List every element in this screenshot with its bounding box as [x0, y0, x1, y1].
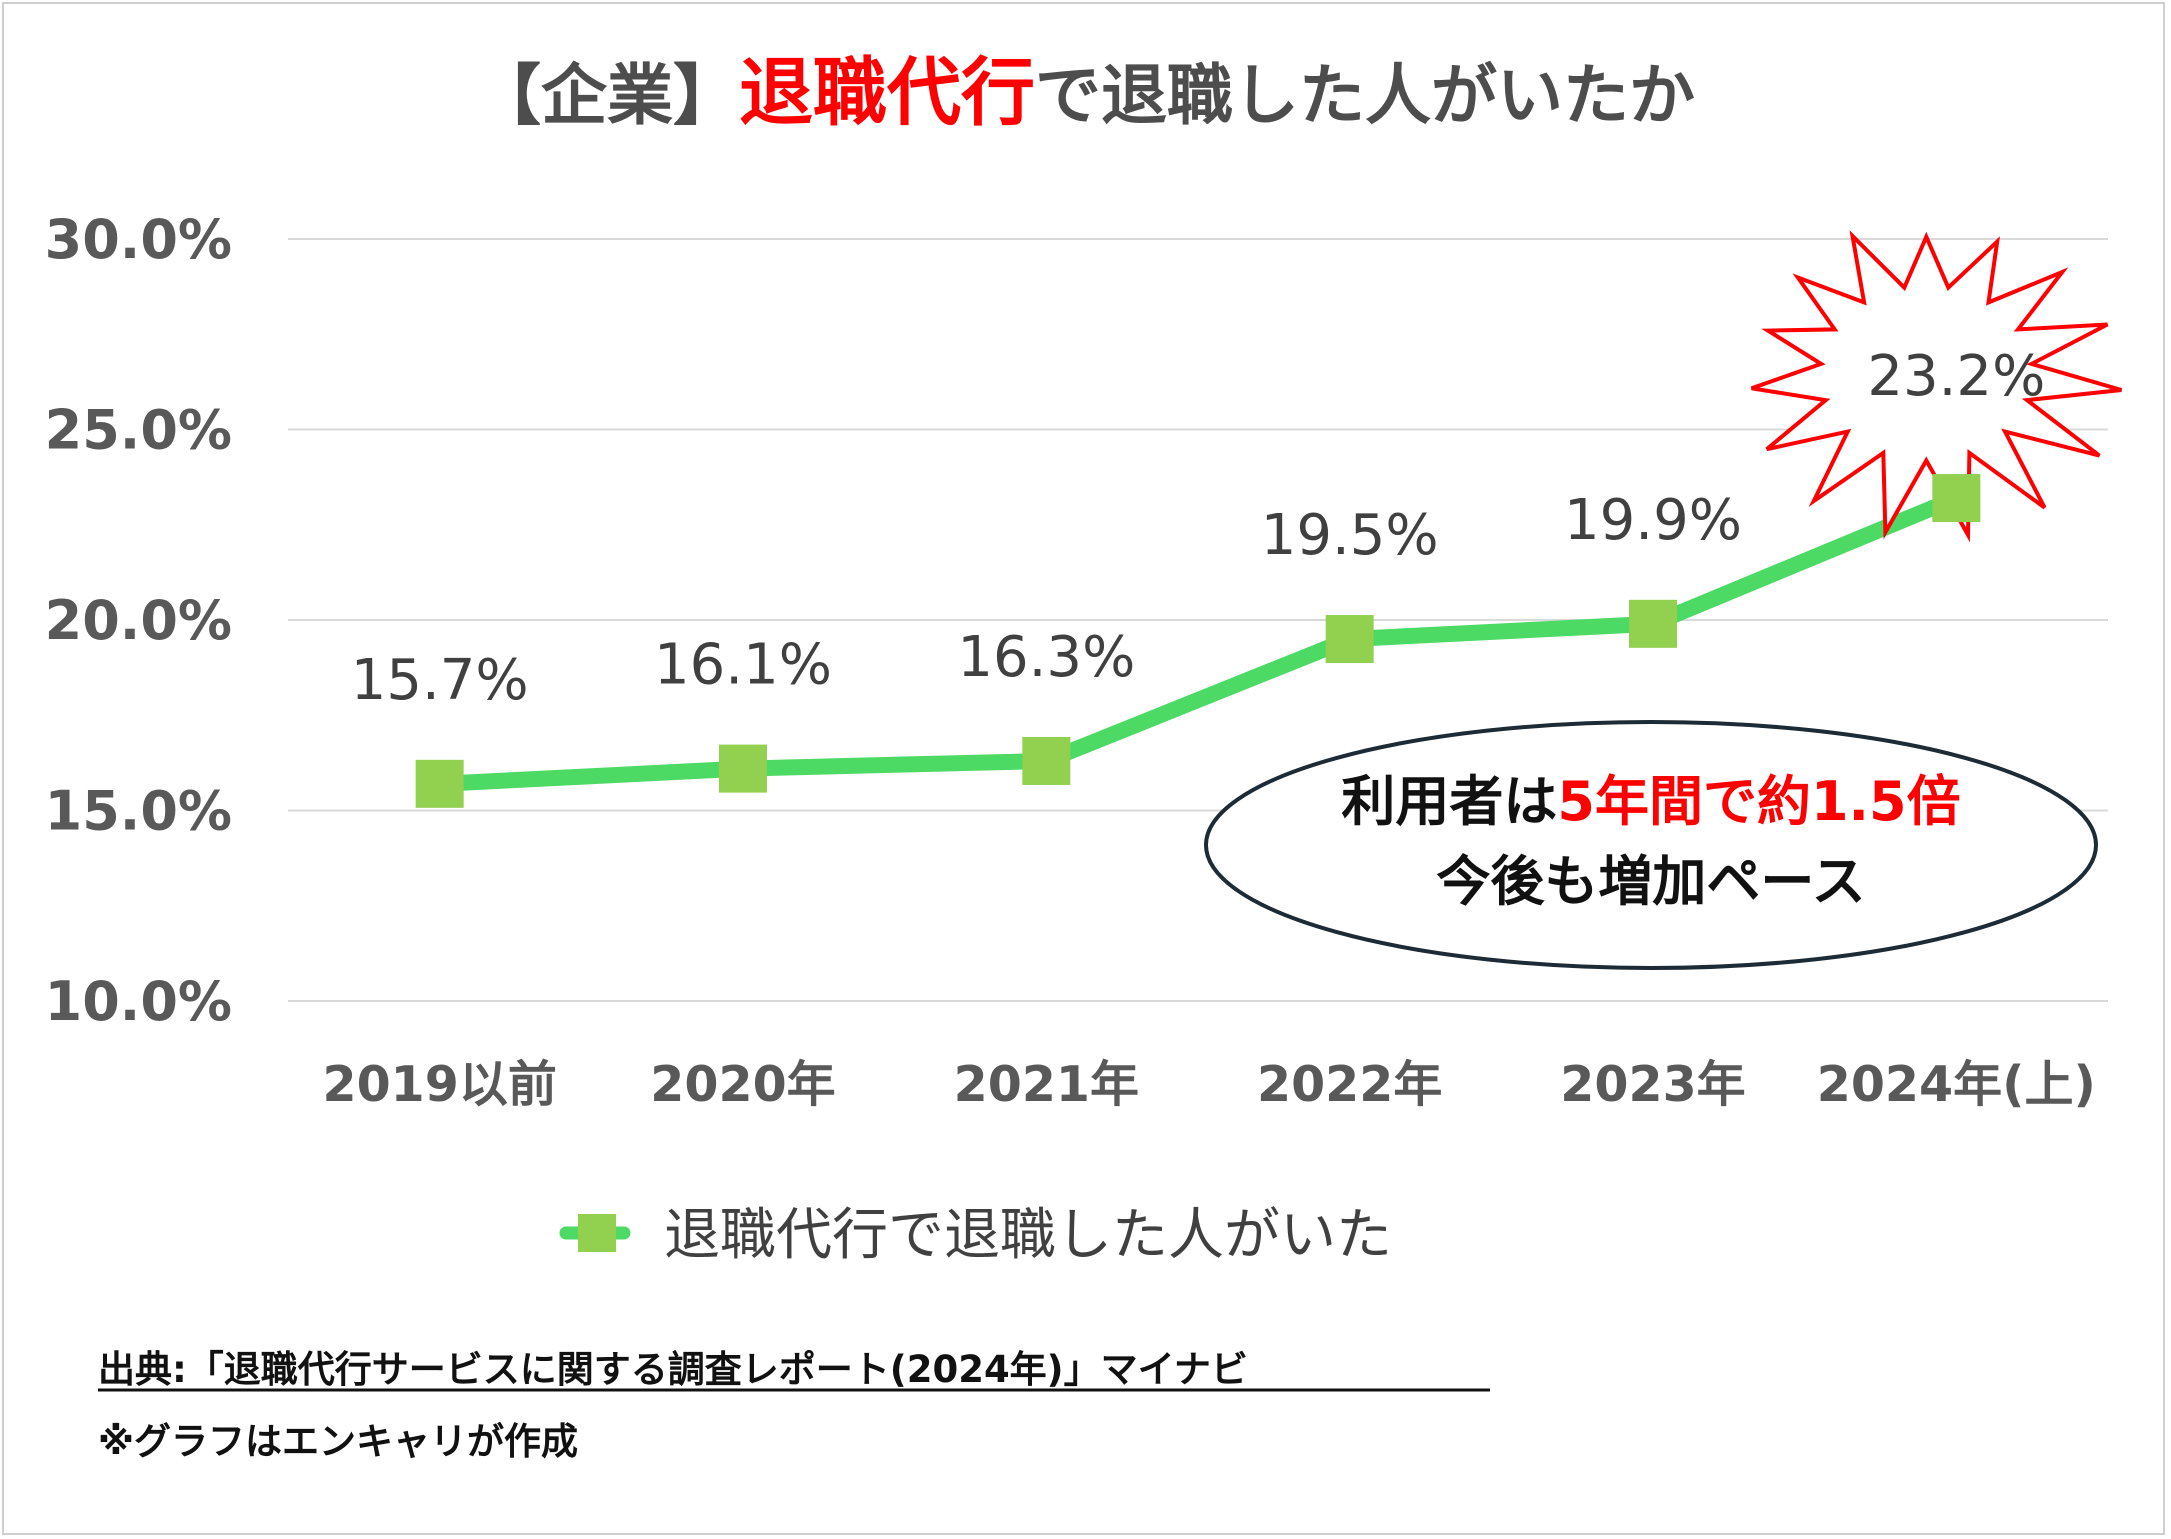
legend: 退職代行で退職した人がいた — [559, 1203, 1392, 1268]
x-category-label: 2023年 — [1560, 1056, 1745, 1113]
x-category-label: 2020年 — [650, 1056, 835, 1113]
title-suffix: で退職した人がいたか — [1035, 57, 1695, 134]
data-label: 19.9% — [1564, 488, 1742, 553]
starburst-highlight — [1750, 230, 2122, 543]
callout-line-2: 今後も増加ペース — [1436, 850, 1865, 913]
x-category-label: 2021年 — [954, 1056, 1139, 1113]
callout-line-1-b: 5年間で約1.5倍 — [1557, 770, 1960, 833]
legend-label: 退職代行で退職した人がいた — [664, 1203, 1392, 1268]
y-tick-label: 10.0% — [45, 970, 232, 1033]
series-markers — [415, 474, 1981, 808]
title-highlight: 退職代行 — [739, 50, 1035, 136]
data-point-marker — [1325, 615, 1374, 664]
y-tick-label: 25.0% — [45, 399, 232, 462]
callout-ellipse — [1204, 720, 2098, 970]
data-point-marker — [415, 759, 464, 808]
x-category-label: 2019以前 — [322, 1056, 556, 1113]
series-line — [431, 490, 1965, 792]
y-tick-label: 15.0% — [45, 780, 232, 843]
starburst-layer — [1750, 230, 2122, 543]
callout-line-1: 利用者は5年間で約1.5倍 — [1341, 770, 1960, 833]
data-point-marker — [1022, 736, 1071, 785]
data-label: 16.1% — [654, 633, 832, 698]
x-category-label: 2022年 — [1257, 1056, 1442, 1113]
source-citation: 出典:「退職代行サービスに関する調査レポート(2024年)」マイナビ — [98, 1348, 1248, 1391]
data-point-marker — [1932, 474, 1981, 523]
data-label: 16.3% — [957, 625, 1135, 690]
y-tick-label: 20.0% — [45, 589, 232, 652]
y-tick-label: 30.0% — [45, 208, 232, 271]
chart-title: 【企業】退職代行で退職した人がいたか — [475, 50, 1695, 136]
data-label: 19.5% — [1261, 503, 1439, 568]
legend-marker-swatch — [578, 1214, 616, 1252]
data-label: 15.7% — [351, 648, 529, 713]
x-axis-categories: 2019以前 2020年 2021年 2022年 2023年 2024年(上) — [322, 1056, 2095, 1113]
data-label: 23.2% — [1867, 344, 2045, 409]
footer-note: ※グラフはエンキャリが作成 — [98, 1420, 578, 1463]
data-labels: 15.7% 16.1% 16.3% 19.5% 19.9% 23.2% — [351, 344, 2046, 713]
series-line-layer — [431, 490, 1965, 792]
title-prefix: 【企業】 — [475, 57, 739, 134]
data-point-marker — [719, 744, 767, 793]
callout-line-1-a: 利用者は — [1341, 770, 1557, 833]
y-axis-ticks: 10.0% 15.0% 20.0% 25.0% 30.0% — [45, 208, 232, 1033]
x-category-label: 2024年(上) — [1817, 1056, 2096, 1113]
data-point-marker — [1629, 599, 1677, 648]
